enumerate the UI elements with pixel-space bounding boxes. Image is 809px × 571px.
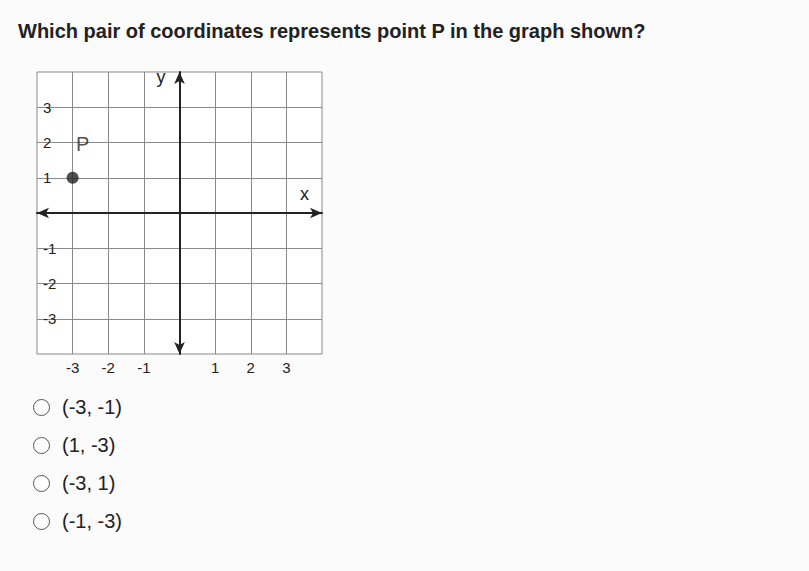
svg-text:-1: -1 [137,359,150,376]
html-text:(-1, -3): (-1, -3) [62,509,122,532]
svg-text:-2: -2 [102,359,115,376]
svg-text:-3: -3 [66,359,79,376]
svg-text:2: 2 [247,359,255,376]
svg-text:x: x [300,184,309,204]
svg-text:-3: -3 [43,310,56,327]
svg-text:3: 3 [282,359,290,376]
svg-text:1: 1 [43,169,51,186]
svg-text:2: 2 [43,134,51,151]
svg-text:3: 3 [43,99,51,116]
html-text:(-3, 1): (-3, 1) [62,471,116,494]
svg-text:y: y [157,67,166,87]
html-text:(1, -3): (1, -3) [62,433,116,456]
svg-text:1: 1 [211,359,219,376]
svg-text:P: P [76,133,89,155]
html-text:Which pair of coordinates repr: Which pair of coordinates represents poi… [18,20,646,42]
svg-text:-2: -2 [43,275,56,292]
html-text:(-3, -1): (-3, -1) [62,395,122,418]
svg-text:-1: -1 [43,240,56,257]
